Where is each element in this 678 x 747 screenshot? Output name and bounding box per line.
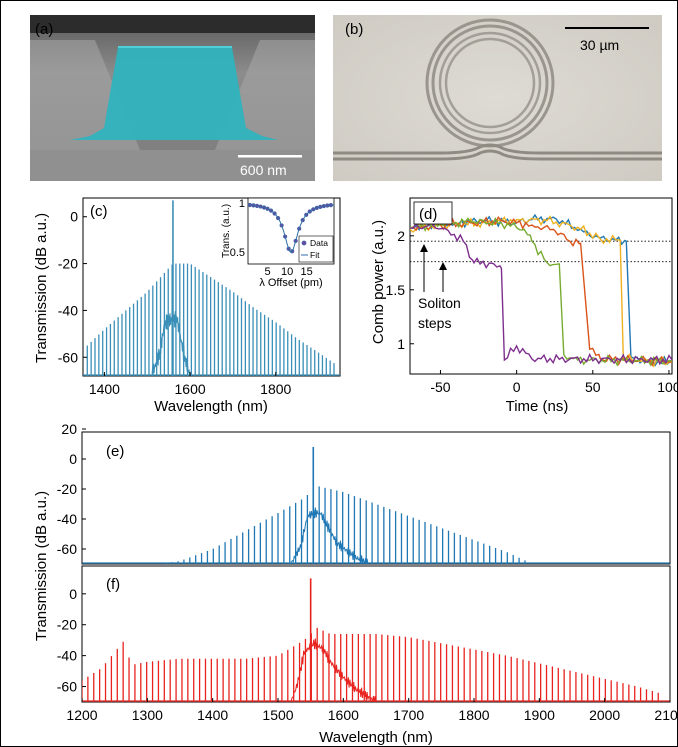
panel-e-ytick-label: -60 [57,541,77,557]
panel-f-xtick-label: 1300 [132,707,163,723]
panel-f-xtick-label: 1800 [458,707,489,723]
panel-a-letter: (a) [35,21,53,38]
panel-c-ylabel: Transmission (dB a.u.) [33,213,50,363]
panel-d-ylabel: Comb power (a.u.) [370,220,387,344]
soliton-arrowhead-2 [439,262,447,270]
panel-d-xlabel: Time (ns) [506,398,569,415]
panel-d-ytick-label: 2 [397,228,405,244]
panel-f-xlabel: Wavelength (nm) [319,729,433,746]
panel-d-ytick-label: 1 [397,336,405,352]
inset-ytick-label: 1 [239,198,245,210]
panel-d-trace-blue [410,213,672,367]
scalebar-a [238,155,302,158]
soliton-steps-line2: steps [418,315,451,331]
panel-d-trace-purple [410,219,672,366]
inset-xtick-label: 10 [281,266,293,278]
panel-f-ytick-label: -60 [57,679,77,695]
soliton-arrowhead-1 [420,244,428,252]
panel-f-pump-noise [290,638,377,702]
panel-f-xtick-label: 1400 [197,707,228,723]
panel-c-xtick-label: 1600 [175,381,206,397]
panel-d-trace-green [410,217,672,367]
inset-ytick-label: 0.5 [230,247,245,259]
inset-xtick-label: 15 [301,266,313,278]
panel-f-ytick-label: 0 [69,586,77,602]
inset-legend-data: Data [310,238,328,248]
panel-f-ytick-label: -20 [57,617,77,633]
panel-e-ytick-label: 20 [61,421,77,437]
inset-xlabel: λ Offset (pm) [259,277,322,289]
panel-d-xtick-label: -50 [430,379,450,395]
scalebar-b [565,27,649,29]
panel-c: 1400 1600 1800 0 -20 -40 -60 (c) Wavelength (n… [33,197,341,415]
panel-e: 20 0 -20 -40 -60 (e) [57,421,671,565]
panel-d-letter: (d) [419,206,437,223]
inset-fit-curve [248,204,334,253]
panel-b-image [333,15,662,181]
panel-d-xtick-label: 0 [513,379,521,395]
panel-f-letter: (f) [106,576,120,593]
panel-d-ytick-label: 1.5 [386,282,406,298]
panel-d-xtick-label: 100 [657,379,678,395]
panel-f-xtick-label: 1200 [66,707,97,723]
waveguide-core [70,47,278,140]
panel-d-trace-yellow [410,215,672,368]
panel-d: -50 0 50 100 2 1.5 1 (d) Time (ns) Comb power … [370,197,678,415]
panel-f-xtick-label: 2000 [589,707,620,723]
panel-e-ytick-label: -20 [57,481,77,497]
panel-f: 1200 1300 1400 1500 1600 1700 1800 1900 2000 210 0… [57,565,678,746]
panel-c-ytick-label: -60 [58,349,78,365]
panel-ef-ylabel: Transmission (dB a.u.) [33,491,50,641]
panel-f-xtick-label: 1900 [524,707,555,723]
panel-e-pump-noise [290,507,370,564]
panel-d-letter-box [413,201,453,225]
panel-f-xtick-label: 1700 [393,707,424,723]
panel-f-xtick-label: 1500 [262,707,293,723]
panel-d-trace-orange [410,216,672,367]
panel-c-xtick-label: 1800 [260,381,291,397]
panel-c-ytick-label: -40 [58,302,78,318]
scalebar-a-label: 600 nm [240,162,287,178]
inset-legend-fit: Fit [310,250,320,260]
inset-legend [298,235,334,263]
panel-b-letter: (b) [345,21,363,38]
panel-c-xlabel: Wavelength (nm) [154,398,268,415]
panel-e-ytick-label: 0 [69,451,77,467]
panel-c-letter: (c) [90,203,108,220]
panel-f-xtick-label: 1600 [328,707,359,723]
panel-c-ytick-label: 0 [70,209,78,225]
panel-d-xtick-label: 50 [585,379,601,395]
panel-e-letter: (e) [106,443,124,460]
inset-xtick-label: 5 [264,266,270,278]
soliton-steps-line1: Soliton [418,295,461,311]
panel-c-xtick-label: 1400 [89,381,120,397]
panel-c-ytick-label: -20 [58,256,78,272]
scalebar-b-label: 30 µm [580,37,619,53]
inset-ylabel: Trans. (a.u.) [221,204,232,258]
panel-f-ytick-label: -40 [57,648,77,664]
panel-e-ytick-label: -40 [57,511,77,527]
inset-legend-data-marker [301,240,307,246]
panel-a-image [30,15,315,181]
